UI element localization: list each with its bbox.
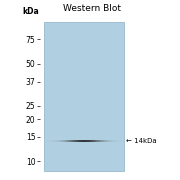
Bar [76, 140, 77, 142]
Bar [74, 140, 75, 142]
Bar [59, 140, 60, 142]
Bar [66, 140, 67, 142]
Bar [102, 140, 103, 142]
Bar [93, 140, 94, 142]
Bar [45, 140, 46, 142]
Bar [112, 140, 113, 142]
Bar [99, 140, 100, 142]
Bar [62, 140, 63, 142]
Bar [96, 140, 97, 142]
Text: kDa: kDa [22, 7, 39, 16]
Bar [54, 140, 55, 142]
Bar [46, 140, 47, 142]
Bar [47, 140, 48, 142]
Bar [86, 140, 87, 142]
Bar [106, 140, 107, 142]
Bar [104, 140, 105, 142]
Bar [97, 140, 98, 142]
Bar [95, 140, 96, 142]
Bar [114, 140, 115, 142]
Bar [79, 140, 80, 142]
Bar [89, 140, 90, 142]
Bar [53, 140, 54, 142]
Bar [90, 140, 91, 142]
Bar [83, 140, 84, 142]
Bar [94, 140, 95, 142]
Bar [88, 140, 89, 142]
Bar [78, 140, 79, 142]
Bar [116, 140, 117, 142]
Bar [121, 140, 122, 142]
Bar [117, 140, 118, 142]
Bar [52, 140, 53, 142]
Bar [122, 140, 123, 142]
Bar [92, 140, 93, 142]
Bar [87, 140, 88, 142]
Bar [118, 140, 119, 142]
Bar [101, 140, 102, 142]
Bar [100, 140, 101, 142]
Bar [77, 140, 78, 142]
Bar [113, 140, 114, 142]
Bar [67, 140, 68, 142]
Bar [82, 140, 83, 142]
Text: Western Blot: Western Blot [63, 4, 121, 13]
Bar [107, 140, 108, 142]
Bar [49, 140, 50, 142]
Bar [105, 140, 106, 142]
Text: ← 14kDa: ← 14kDa [126, 138, 157, 144]
Bar [115, 140, 116, 142]
Bar [108, 140, 109, 142]
Bar [58, 140, 59, 142]
Bar [84, 140, 85, 142]
Bar [81, 140, 82, 142]
Bar [71, 140, 72, 142]
Bar [120, 140, 121, 142]
Bar [111, 140, 112, 142]
Bar [109, 140, 110, 142]
Bar [60, 140, 61, 142]
Bar [50, 140, 51, 142]
Bar [110, 140, 111, 142]
Bar [91, 140, 92, 142]
Bar [72, 140, 73, 142]
Bar [44, 22, 123, 171]
Bar [85, 140, 86, 142]
Bar [57, 140, 58, 142]
Bar [73, 140, 74, 142]
Bar [63, 140, 64, 142]
Bar [65, 140, 66, 142]
Bar [80, 140, 81, 142]
Bar [51, 140, 52, 142]
Bar [98, 140, 99, 142]
Bar [55, 140, 56, 142]
Bar [68, 140, 69, 142]
Bar [70, 140, 71, 142]
Bar [48, 140, 49, 142]
Bar [103, 140, 104, 142]
Bar [61, 140, 62, 142]
Bar [56, 140, 57, 142]
Bar [75, 140, 76, 142]
Bar [119, 140, 120, 142]
Bar [69, 140, 70, 142]
Bar [64, 140, 65, 142]
Bar [44, 140, 45, 142]
